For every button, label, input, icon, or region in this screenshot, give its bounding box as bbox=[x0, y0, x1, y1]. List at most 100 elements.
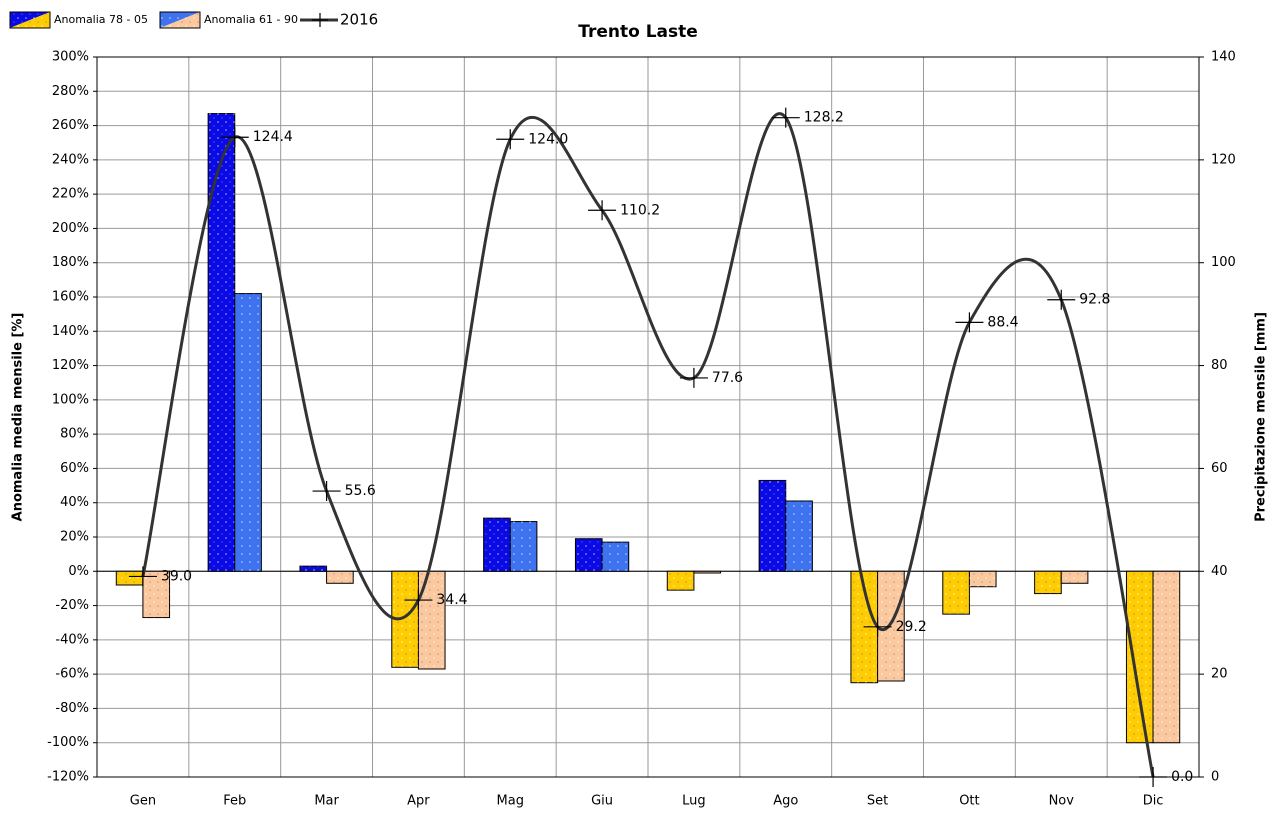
x-tick-label: Ago bbox=[773, 794, 798, 809]
y-tick-label: 120% bbox=[52, 358, 89, 373]
legend-label: Anomalia 61 - 90 bbox=[204, 13, 298, 26]
legend-marker bbox=[312, 13, 328, 27]
line-marker bbox=[404, 590, 433, 611]
y-axis-label: Anomalia media mensile [%] bbox=[11, 313, 26, 522]
y2-tick-label: 120 bbox=[1211, 152, 1236, 167]
bar-texture bbox=[299, 566, 327, 572]
bar-texture bbox=[510, 521, 537, 572]
bar-texture bbox=[208, 113, 235, 572]
y-tick-label: 140% bbox=[52, 324, 89, 339]
x-tick-label: Lug bbox=[682, 794, 706, 809]
y2-tick-label: 100 bbox=[1211, 255, 1236, 270]
y-tick-label: -20% bbox=[55, 598, 89, 613]
y2-tick-label: 20 bbox=[1211, 667, 1228, 682]
bar-texture bbox=[942, 571, 970, 615]
y-tick-label: 260% bbox=[52, 118, 89, 133]
line-marker bbox=[128, 566, 157, 587]
bar-texture bbox=[575, 538, 603, 572]
line-marker bbox=[1139, 767, 1168, 787]
y-tick-label: 300% bbox=[52, 50, 89, 65]
data-label: 29.2 bbox=[896, 619, 927, 635]
line-marker bbox=[220, 127, 249, 148]
y-tick-label: 0% bbox=[68, 564, 89, 579]
data-label: 128.2 bbox=[804, 110, 844, 126]
y2-tick-label: 80 bbox=[1211, 358, 1228, 373]
data-label: 55.6 bbox=[345, 483, 376, 499]
bar-texture bbox=[693, 571, 721, 573]
y-tick-label: 220% bbox=[52, 187, 89, 202]
legend-label: Anomalia 78 - 05 bbox=[54, 13, 148, 26]
bar-texture bbox=[1034, 571, 1062, 594]
y-tick-label: 160% bbox=[52, 290, 89, 305]
y-tick-label: -60% bbox=[55, 667, 89, 682]
y-tick-label: 60% bbox=[60, 461, 89, 476]
bar-texture bbox=[602, 542, 629, 572]
data-label: 124.0 bbox=[528, 131, 568, 147]
y-tick-label: 40% bbox=[60, 495, 89, 510]
legend-swatch-border bbox=[9, 11, 51, 29]
bar-texture bbox=[142, 571, 170, 618]
data-label: 77.6 bbox=[712, 370, 743, 386]
data-label: 124.4 bbox=[253, 129, 293, 145]
line-marker bbox=[679, 367, 708, 388]
x-tick-label: Feb bbox=[223, 794, 246, 809]
y-tick-label: 240% bbox=[52, 152, 89, 167]
data-label: 34.4 bbox=[436, 592, 467, 608]
line-marker bbox=[312, 481, 341, 502]
x-tick-label: Nov bbox=[1049, 794, 1075, 809]
bar-texture bbox=[326, 571, 354, 584]
y-tick-label: -120% bbox=[47, 770, 89, 785]
x-tick-label: Apr bbox=[407, 794, 430, 809]
legend-swatch-border bbox=[159, 11, 201, 29]
y-tick-label: 180% bbox=[52, 255, 89, 270]
data-label: 39.0 bbox=[161, 568, 192, 584]
x-tick-label: Set bbox=[867, 794, 888, 809]
plot-border bbox=[96, 56, 1200, 778]
x-tick-label: Dic bbox=[1143, 794, 1164, 809]
bar-texture bbox=[1126, 571, 1154, 743]
bar-texture bbox=[1153, 571, 1180, 743]
line-marker bbox=[588, 200, 617, 221]
bar-texture bbox=[234, 293, 262, 572]
x-tick-label: Giu bbox=[591, 794, 613, 809]
data-label: 88.4 bbox=[987, 314, 1018, 330]
y-tick-label: 100% bbox=[52, 392, 89, 407]
y-tick-label: 20% bbox=[60, 530, 89, 545]
data-label: 0.0 bbox=[1171, 769, 1193, 785]
y-tick-label: -40% bbox=[55, 632, 89, 647]
line bbox=[141, 112, 1155, 778]
y-tick-label: -100% bbox=[47, 735, 89, 750]
line-marker bbox=[863, 616, 892, 637]
data-label: 92.8 bbox=[1079, 292, 1110, 308]
y2-tick-label: 0 bbox=[1211, 770, 1219, 785]
line-marker bbox=[771, 107, 800, 128]
bar-texture bbox=[116, 571, 143, 585]
x-tick-label: Gen bbox=[130, 794, 156, 809]
legend-label: 2016 bbox=[340, 11, 378, 29]
y2-axis-label: Precipitazione mensile [mm] bbox=[1254, 312, 1269, 522]
bar-texture bbox=[759, 480, 786, 572]
y2-tick-label: 40 bbox=[1211, 564, 1228, 579]
chart-title: Trento Laste bbox=[578, 22, 698, 42]
data-label: 110.2 bbox=[620, 202, 660, 218]
line-marker bbox=[1047, 289, 1076, 310]
bar-texture bbox=[877, 571, 905, 681]
y2-tick-label: 140 bbox=[1211, 50, 1236, 65]
bar-texture bbox=[785, 501, 813, 572]
y-tick-label: 200% bbox=[52, 221, 89, 236]
y-tick-label: -80% bbox=[55, 701, 89, 716]
bar-texture bbox=[483, 518, 511, 572]
y-tick-label: 80% bbox=[60, 427, 89, 442]
bar-texture bbox=[418, 571, 446, 669]
bar-texture bbox=[1061, 571, 1088, 584]
x-tick-label: Mag bbox=[497, 794, 524, 809]
bar-texture bbox=[667, 571, 694, 591]
y2-tick-label: 60 bbox=[1211, 461, 1228, 476]
x-tick-label: Ott bbox=[959, 794, 979, 809]
y-tick-label: 280% bbox=[52, 84, 89, 99]
bar-texture bbox=[969, 571, 997, 587]
x-tick-label: Mar bbox=[314, 794, 339, 809]
line-marker bbox=[955, 312, 984, 333]
line-marker bbox=[496, 129, 525, 150]
